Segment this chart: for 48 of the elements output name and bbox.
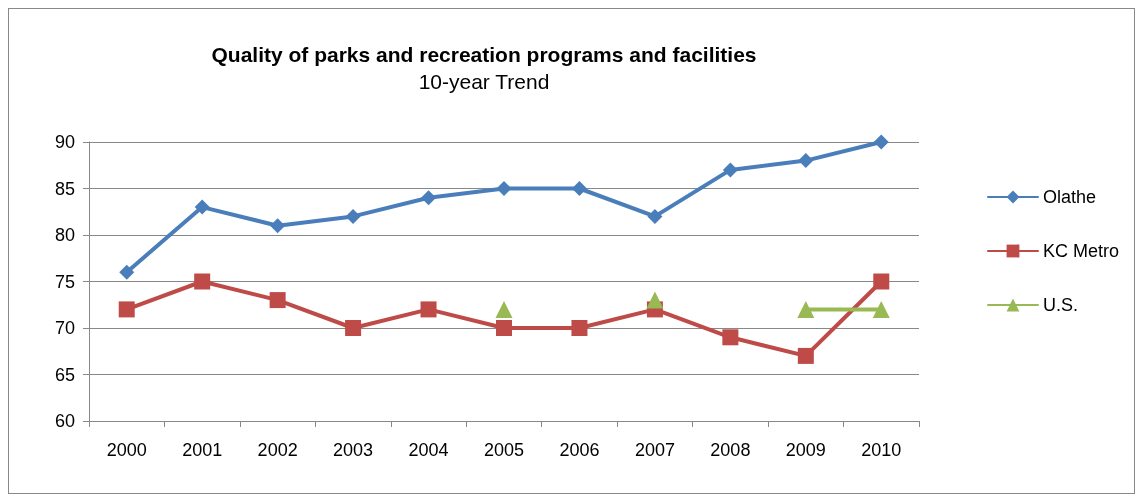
x-tick-label: 2003 xyxy=(333,440,374,460)
y-tick-label: 65 xyxy=(54,364,75,385)
point xyxy=(722,329,739,346)
y-tick-label: 80 xyxy=(54,225,75,245)
y-tick-label: 70 xyxy=(54,318,75,338)
y-tick-label: 60 xyxy=(54,411,75,431)
point xyxy=(495,300,513,318)
x-tick-label: 2010 xyxy=(861,440,902,460)
chart-subtitle: 10-year Trend xyxy=(418,70,550,93)
point xyxy=(118,301,135,318)
point xyxy=(345,208,361,224)
point xyxy=(571,181,587,196)
point xyxy=(194,273,211,290)
point xyxy=(873,273,890,290)
point xyxy=(119,264,135,280)
point xyxy=(496,320,512,336)
point xyxy=(797,347,814,364)
legend-label: U.S. xyxy=(1042,295,1078,315)
x-tick-label: 2009 xyxy=(785,440,826,460)
point xyxy=(194,199,210,215)
point xyxy=(421,190,437,206)
point xyxy=(722,162,738,178)
y-tick-label: 75 xyxy=(54,271,75,292)
point xyxy=(647,208,663,224)
point xyxy=(496,181,512,196)
legend-label: Olathe xyxy=(1042,187,1097,207)
x-tick-label: 2008 xyxy=(710,440,751,460)
point xyxy=(420,301,437,318)
x-tick-label: 2001 xyxy=(182,440,223,460)
legend-label: KC Metro xyxy=(1042,241,1120,261)
x-tick-label: 2005 xyxy=(483,440,525,460)
x-tick-label: 2006 xyxy=(559,440,600,460)
x-tick-label: 2007 xyxy=(634,440,675,460)
x-tick-label: 2002 xyxy=(257,440,298,460)
point xyxy=(872,300,890,318)
point xyxy=(798,153,814,169)
point xyxy=(646,291,664,309)
point xyxy=(345,320,362,336)
point xyxy=(270,218,286,234)
x-tick-label: 2004 xyxy=(408,440,449,460)
point xyxy=(269,292,286,309)
y-tick-label: 90 xyxy=(54,132,75,152)
point xyxy=(873,134,889,150)
point xyxy=(797,300,815,318)
chart-title: Quality of parks and recreation programs and facilities xyxy=(211,43,757,66)
x-tick-label: 2000 xyxy=(106,440,147,460)
point xyxy=(571,320,588,336)
y-tick-label: 85 xyxy=(54,178,75,199)
